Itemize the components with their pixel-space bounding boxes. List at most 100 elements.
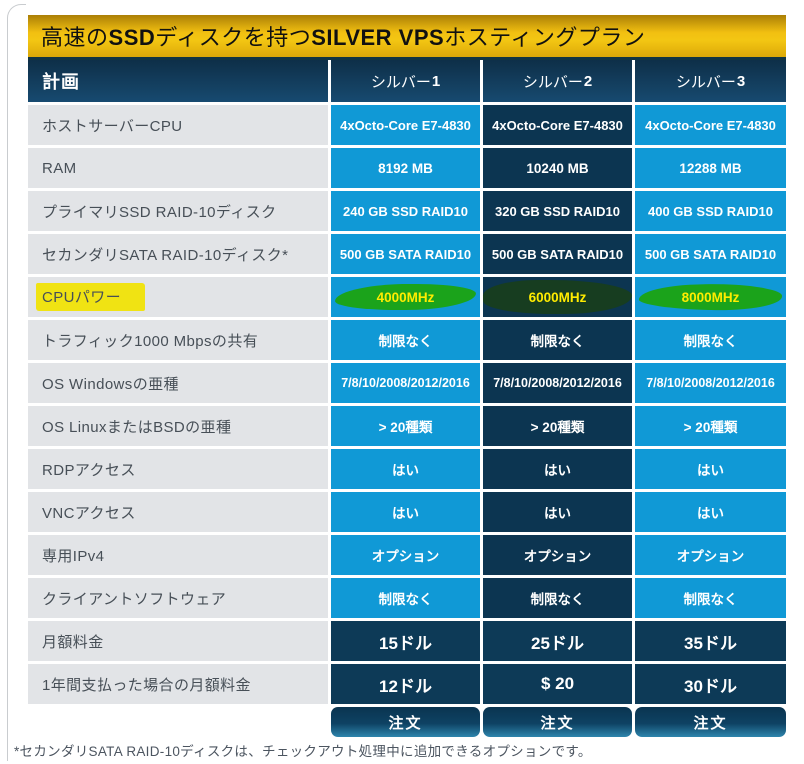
cell-value: 240 GB SSD RAID10: [343, 203, 468, 219]
plan-value-cell: 240 GB SSD RAID10: [331, 191, 480, 231]
plan-value-cell: > 20種類: [483, 406, 632, 446]
cell-value: > 20種類: [378, 420, 433, 435]
row-label: RDPアクセス: [28, 449, 328, 489]
row-label: OS LinuxまたはBSDの亜種: [28, 406, 328, 446]
cell-value: オプション: [676, 549, 745, 564]
row-label: プライマリSSD RAID-10ディスク: [28, 191, 328, 231]
cell-value: 15ドル: [379, 633, 432, 653]
cell-value: 25ドル: [531, 633, 584, 653]
row-label: ホストサーバーCPU: [28, 105, 328, 145]
plan-name: シルバー: [522, 73, 583, 91]
cell-value: 4000MHz: [376, 289, 435, 305]
row-label: CPUパワー: [28, 277, 328, 317]
plan-header-silver-3: シルバー 3: [635, 60, 786, 102]
yellow-highlight-annotation: CPUパワー: [36, 283, 146, 311]
cell-value: 500 GB SATA RAID10: [644, 246, 777, 262]
cell-value: 制限なく: [530, 592, 585, 607]
cell-value: 6000MHz: [528, 289, 587, 305]
plan-value-cell: 320 GB SSD RAID10: [483, 191, 632, 231]
plan-value-cell: 制限なく: [483, 578, 632, 618]
cell-value: はい: [392, 463, 419, 478]
cell-value: はい: [544, 463, 571, 478]
order-button-silver-3[interactable]: 注文: [635, 707, 786, 737]
plan-value-cell: 制限なく: [635, 320, 786, 360]
cell-value: 12ドル: [379, 676, 432, 696]
page-title-banner: 高速のSSDディスクを持つSILVER VPSホスティングプラン: [28, 15, 786, 60]
page-frame-border: [7, 4, 26, 761]
cell-value: 500 GB SATA RAID10: [339, 246, 472, 262]
banner-text-part: 高速の: [41, 25, 109, 50]
plan-column-header: 計画: [28, 60, 328, 102]
plan-value-cell: はい: [635, 492, 786, 532]
cell-value: 8000MHz: [681, 289, 740, 305]
cell-value: はい: [392, 506, 419, 521]
cell-value: はい: [697, 463, 724, 478]
plan-value-cell: 12ドル: [331, 664, 480, 704]
cell-value: > 20種類: [530, 420, 585, 435]
cell-value: はい: [544, 506, 571, 521]
plan-value-cell: 30ドル: [635, 664, 786, 704]
plan-value-cell: はい: [635, 449, 786, 489]
plan-value-cell: 400 GB SSD RAID10: [635, 191, 786, 231]
plan-number: 2: [583, 72, 593, 90]
order-button-cell: 注文: [635, 707, 786, 737]
cell-value: 30ドル: [684, 676, 737, 696]
banner-text-part: ディスクを持つ: [155, 25, 312, 50]
cell-value: 制限なく: [683, 592, 738, 607]
banner-text-part: ホスティングプラン: [444, 25, 646, 50]
plan-value-cell: 6000MHz: [483, 277, 632, 317]
vps-plans-table: 計画 シルバー 1 シルバー 2 シルバー 3 ホストサーバーCPU 4xOcto-Core E…: [28, 60, 786, 737]
plan-value-cell: 500 GB SATA RAID10: [331, 234, 480, 274]
plan-value-cell: 制限なく: [483, 320, 632, 360]
plan-header-silver-2: シルバー 2: [483, 60, 632, 102]
row-label: 月額料金: [28, 621, 328, 661]
plan-name: シルバー: [675, 73, 736, 91]
page-title: 高速のSSDディスクを持つSILVER VPSホスティングプラン: [41, 20, 645, 52]
footnote: *セカンダリSATA RAID-10ディスクは、チェックアウト処理中に追加できる…: [14, 744, 592, 759]
plan-value-cell: オプション: [483, 535, 632, 575]
plan-value-cell: 4xOcto-Core E7-4830: [635, 105, 786, 145]
cell-value: 制限なく: [378, 334, 433, 349]
order-button-cell: 注文: [331, 707, 480, 737]
green-marker-annotation: [483, 280, 632, 314]
row-label: 専用IPv4: [28, 535, 328, 575]
plan-value-cell: はい: [483, 492, 632, 532]
banner-text-part: SSD: [108, 25, 156, 50]
plan-value-cell: オプション: [331, 535, 480, 575]
pricing-table-section: 高速のSSDディスクを持つSILVER VPSホスティングプラン 計画 シルバー 1…: [28, 15, 786, 737]
row-label: セカンダリSATA RAID-10ディスク*: [28, 234, 328, 274]
row-label: 1年間支払った場合の月額料金: [28, 664, 328, 704]
plan-value-cell: 15ドル: [331, 621, 480, 661]
plan-number: 1: [431, 72, 441, 90]
cell-value: 10240 MB: [526, 160, 589, 176]
cell-value: $ 20: [540, 674, 575, 693]
cell-value: オプション: [523, 549, 592, 564]
plan-value-cell: 制限なく: [635, 578, 786, 618]
plan-value-cell: 8000MHz: [635, 277, 786, 317]
plan-value-cell: はい: [483, 449, 632, 489]
cell-value: > 20種類: [683, 420, 738, 435]
order-button-silver-2[interactable]: 注文: [483, 707, 632, 737]
plan-value-cell: 4xOcto-Core E7-4830: [483, 105, 632, 145]
cell-value: 8192 MB: [378, 160, 433, 176]
plan-value-cell: 制限なく: [331, 320, 480, 360]
row-label: OS Windowsの亜種: [28, 363, 328, 403]
row-label: RAM: [28, 148, 328, 188]
order-button-silver-1[interactable]: 注文: [331, 707, 480, 737]
cell-value: オプション: [371, 549, 440, 564]
cell-value: 制限なく: [530, 334, 585, 349]
empty-cell: [28, 707, 328, 737]
plan-value-cell: 8192 MB: [331, 148, 480, 188]
plan-value-cell: 500 GB SATA RAID10: [635, 234, 786, 274]
cell-value: 4xOcto-Core E7-4830: [645, 117, 776, 133]
cell-value: 4xOcto-Core E7-4830: [492, 117, 623, 133]
cell-value: 制限なく: [378, 592, 433, 607]
plan-value-cell: 7/8/10/2008/2012/2016: [483, 363, 632, 403]
plan-value-cell: オプション: [635, 535, 786, 575]
cell-value: 7/8/10/2008/2012/2016: [341, 376, 470, 390]
plan-name: シルバー: [370, 73, 431, 91]
plan-value-cell: はい: [331, 449, 480, 489]
row-label: VNCアクセス: [28, 492, 328, 532]
plan-value-cell: 7/8/10/2008/2012/2016: [635, 363, 786, 403]
plan-value-cell: 7/8/10/2008/2012/2016: [331, 363, 480, 403]
